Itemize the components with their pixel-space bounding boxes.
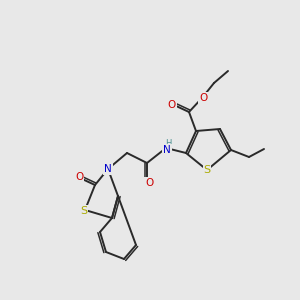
Text: S: S <box>80 206 88 216</box>
Text: N: N <box>104 164 112 174</box>
Text: H: H <box>165 140 171 148</box>
Text: O: O <box>199 93 207 103</box>
Text: O: O <box>75 172 83 182</box>
Text: O: O <box>145 178 153 188</box>
Text: S: S <box>203 165 211 175</box>
Text: N: N <box>163 145 171 155</box>
Text: O: O <box>168 100 176 110</box>
